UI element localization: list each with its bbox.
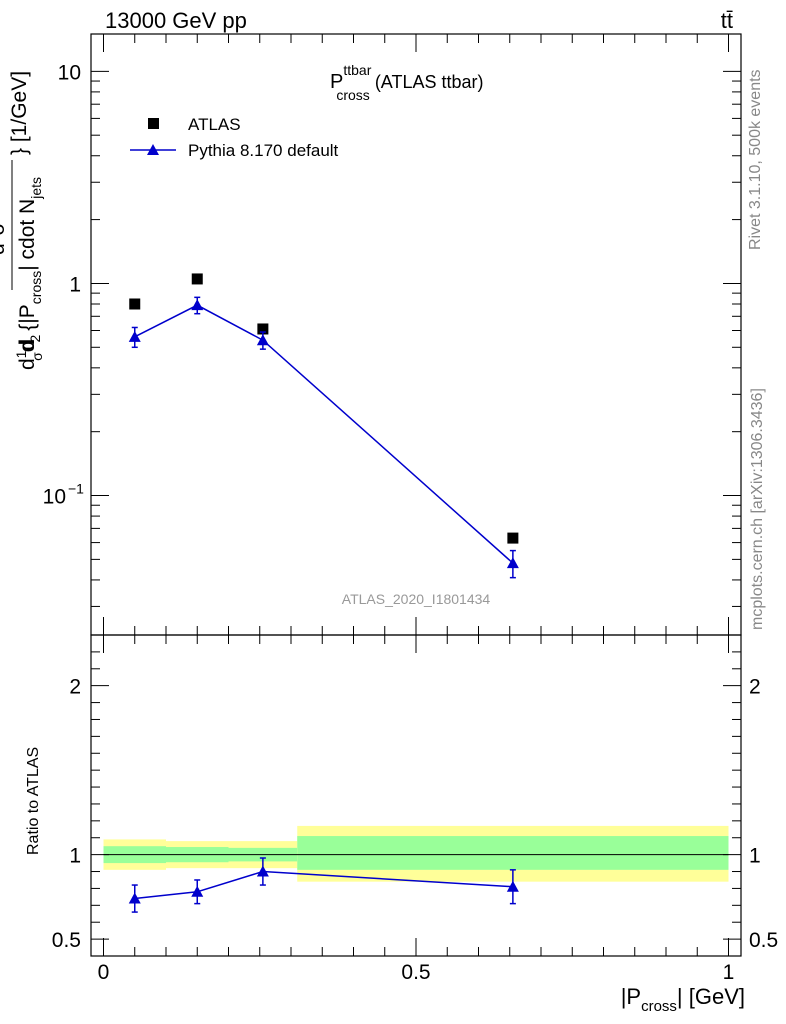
main-x-ticks: [103, 34, 729, 956]
legend-atlas-marker: [148, 118, 159, 129]
legend: ATLAS Pythia 8.170 default: [130, 115, 339, 160]
ratio-point: [128, 892, 141, 904]
pythia-line: [134, 304, 514, 564]
ratio-point: [191, 885, 204, 897]
svg-text:d2σfid: d2σfid: [0, 208, 9, 255]
ratio-y-tick-label: 2: [69, 676, 81, 699]
x-tick-label: 1: [723, 961, 735, 984]
ratio-y-tick-label-right: 1: [749, 845, 761, 868]
ratio-bands: [103, 825, 729, 882]
ratio-point: [506, 880, 519, 892]
pythia-point: [191, 299, 204, 311]
process-label: tt̄: [721, 8, 733, 33]
atlas-point: [191, 273, 203, 285]
pythia-point: [506, 557, 519, 569]
main-y-ticks: [91, 70, 741, 607]
energy-label: 13000 GeV pp: [105, 8, 247, 33]
svg-text:d1dσd2{|Pcross| cdot Njets: d1dσd2{|Pcross| cdot Njets: [13, 177, 45, 370]
ratio-y-tick-label: 0.5: [52, 929, 81, 952]
legend-atlas-label: ATLAS: [188, 115, 241, 134]
ratio-band-green: [297, 836, 729, 870]
x-tick-label: 0: [98, 961, 110, 984]
ratio-ylabel: Ratio to ATLAS: [25, 747, 42, 855]
ratio-y-tick-label: 1: [69, 845, 81, 868]
x-tick-labels: 0 0.5 1: [98, 961, 735, 984]
x-axis-label: |Pcross| [GeV]: [621, 984, 745, 1015]
ratio-line: [134, 870, 513, 900]
x-tick-label: 0.5: [401, 961, 430, 984]
y-tick-label: 1: [69, 273, 81, 296]
ratio-point: [256, 865, 269, 877]
analysis-id: ATLAS_2020_I1801434: [342, 591, 491, 607]
legend-pythia-marker: [147, 144, 159, 155]
pythia-point: [128, 330, 141, 342]
ratio-panel-frame: [90, 634, 742, 957]
legend-pythia-label: Pythia 8.170 default: [188, 141, 339, 160]
plot-title: Pttbar cross (ATLAS ttbar): [330, 62, 484, 103]
mcplots-label: mcplots.cern.ch [arXiv:1306.3436]: [749, 388, 766, 630]
y-axis-label: d1dσd2{|Pcross| cdot Njets d2σfid } [1/G…: [0, 71, 45, 370]
rivet-label: Rivet 3.1.10, 500k events: [747, 69, 764, 250]
ratio-data-layer: [128, 857, 519, 913]
ratio-y-tick-label-right: 2: [749, 676, 761, 699]
ratio-y-tick-label-right: 0.5: [749, 929, 778, 952]
main-data-layer: [128, 273, 519, 579]
atlas-point: [257, 323, 269, 335]
atlas-point: [507, 532, 519, 544]
svg-text:} [1/GeV]: } [1/GeV]: [8, 71, 31, 155]
y-tick-label-exponent: −1: [68, 481, 84, 497]
ratio-ticks: 2 2 1 1 0.5 0.5: [52, 651, 778, 952]
y-tick-label: 10: [58, 61, 81, 84]
pythia-point: [256, 334, 269, 346]
atlas-point: [129, 298, 141, 310]
y-tick-label: 10: [43, 486, 66, 509]
